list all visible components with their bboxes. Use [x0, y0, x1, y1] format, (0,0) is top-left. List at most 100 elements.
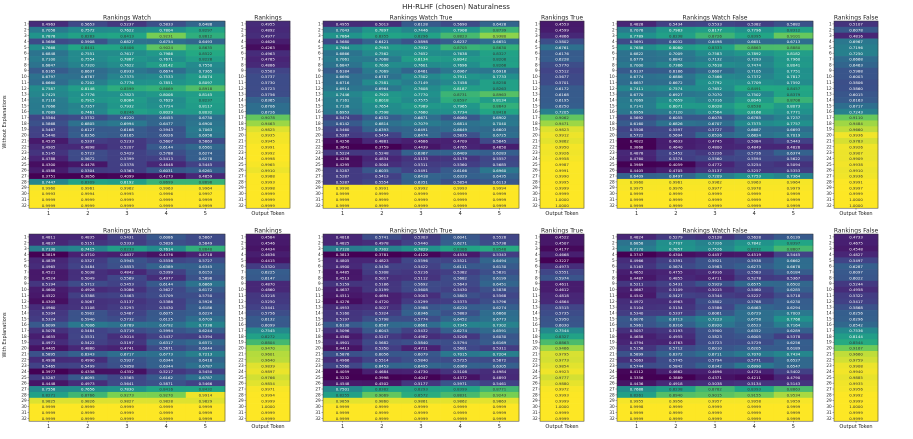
heatmap-cell [29, 356, 69, 363]
layer-tick-label: 23 [21, 150, 27, 155]
panel-title: Rankings Watch True [390, 228, 453, 235]
layer-tick-label: 31 [826, 197, 832, 202]
cell-value-label: 0.7149 [414, 80, 428, 85]
cell-value-label: 0.8669 [159, 86, 173, 91]
heatmap-cell [773, 50, 814, 57]
cell-value-label: 0.5038 [81, 270, 95, 275]
layer-tick-label: 21 [21, 138, 27, 143]
heatmap-cell [617, 126, 657, 133]
heatmap-cell [440, 274, 481, 282]
layer-tick-label: 7 [829, 270, 832, 275]
heatmap-cell [656, 173, 696, 180]
cell-value-label: 0.6990 [747, 363, 761, 368]
cell-value-label: 0.7792 [708, 80, 722, 85]
heatmap-cell [401, 143, 441, 150]
cell-value-label: 0.7707 [669, 240, 683, 245]
cell-value-label: 0.5394 [199, 334, 213, 339]
layer-tick-label: 27 [532, 174, 538, 179]
cell-value-label: 0.5876 [336, 352, 350, 357]
cell-value-label: 0.7365 [199, 68, 213, 73]
cell-value-label: 0.8572 [414, 393, 428, 398]
heatmap-cell [29, 61, 69, 69]
heatmap-cell [695, 67, 735, 74]
cell-value-label: 0.9926 [849, 144, 863, 149]
cell-value-label: 0.7100 [42, 57, 56, 62]
heatmap-cell [440, 178, 481, 186]
cell-value-label: 0.6168 [120, 127, 134, 132]
cell-value-label: 0.4972 [630, 299, 644, 304]
layer-tick-label: 12 [609, 299, 615, 304]
cell-value-label: 0.9999 [555, 185, 569, 190]
heatmap-cell [323, 298, 363, 305]
heatmap-cell [656, 356, 696, 363]
cell-value-label: 0.6294 [787, 305, 801, 310]
cell-value-label: 0.9955 [630, 398, 644, 403]
cell-value-label: 0.6389 [159, 264, 173, 269]
heatmap-cell [401, 120, 441, 127]
heatmap-cell [185, 108, 226, 115]
cell-value-label: 0.5211 [630, 281, 644, 286]
cell-value-label: 0.5015 [708, 287, 722, 292]
heatmap-cell [834, 315, 879, 323]
cell-value-label: 0.5333 [120, 240, 134, 245]
layer-tick-label: 18 [609, 334, 615, 339]
cell-value-label: 0.5628 [747, 235, 761, 240]
cell-value-label: 0.4878 [630, 150, 644, 155]
heatmap-cell [540, 202, 585, 209]
heatmap-cell [479, 280, 520, 287]
cell-value-label: 0.7205 [555, 109, 569, 114]
heatmap-cell [773, 403, 814, 410]
heatmap-cell [773, 132, 814, 139]
heatmap-cell [656, 132, 696, 139]
heatmap-cell [834, 114, 879, 121]
cell-value-label: 0.6365 [261, 98, 275, 103]
layer-tick-label: 22 [21, 144, 27, 149]
heatmap-cell [323, 21, 363, 28]
layer-tick-label: 11 [238, 80, 244, 85]
layer-tick-label: 29 [826, 398, 832, 403]
heatmap-cell [834, 286, 879, 293]
heatmap-cell [479, 79, 520, 86]
heatmap-cell [440, 251, 481, 258]
heatmap-cell [695, 202, 735, 209]
heatmap-cell [362, 196, 402, 203]
cell-value-label: 0.4977 [159, 276, 173, 281]
layer-tick-label: 15 [315, 316, 321, 321]
heatmap-cell [107, 263, 147, 270]
heatmap-cell [29, 26, 69, 33]
cell-value-label: 0.7724 [159, 103, 173, 108]
cell-value-label: 0.6767 [81, 74, 95, 79]
cell-value-label: 0.9860 [375, 398, 389, 403]
cell-value-label: 0.9999 [787, 197, 801, 202]
layer-tick-label: 1 [829, 234, 832, 239]
heatmap-cell [246, 327, 291, 334]
cell-value-label: 0.7536 [849, 328, 863, 333]
cell-value-label: 0.7000 [630, 63, 644, 68]
cell-value-label: 0.5896 [199, 276, 213, 281]
cell-value-label: 0.5643 [453, 281, 467, 286]
heatmap-cell [617, 269, 657, 276]
layer-tick-label: 14 [826, 310, 832, 315]
layer-tick-label: 7 [612, 57, 615, 62]
heatmap-cell [834, 345, 879, 352]
layer-tick-label: 22 [609, 144, 615, 149]
layer-tick-label: 17 [826, 328, 832, 333]
cell-value-label: 0.3781 [375, 252, 389, 257]
cell-value-label: 0.6674 [159, 68, 173, 73]
layer-tick-label: 4 [318, 39, 321, 44]
layer-tick-label: 6 [241, 51, 244, 56]
cell-value-label: 0.9994 [81, 191, 95, 196]
cell-value-label: 0.7446 [414, 27, 428, 32]
cell-value-label: 0.9155 [747, 393, 761, 398]
layer-tick-label: 25 [238, 162, 244, 167]
layer-tick-label: 14 [315, 310, 321, 315]
heatmap-cell [29, 286, 69, 293]
heatmap-cell [323, 304, 363, 311]
cell-value-label: 0.4892 [261, 27, 275, 32]
cell-value-label: 0.5137 [708, 168, 722, 173]
heatmap-cell [107, 108, 147, 115]
cell-value-label: 0.5712 [81, 281, 95, 286]
token-tick-label: 2 [380, 211, 383, 217]
cell-value-label: 0.8041 [787, 63, 801, 68]
heatmap-cell [540, 143, 585, 150]
